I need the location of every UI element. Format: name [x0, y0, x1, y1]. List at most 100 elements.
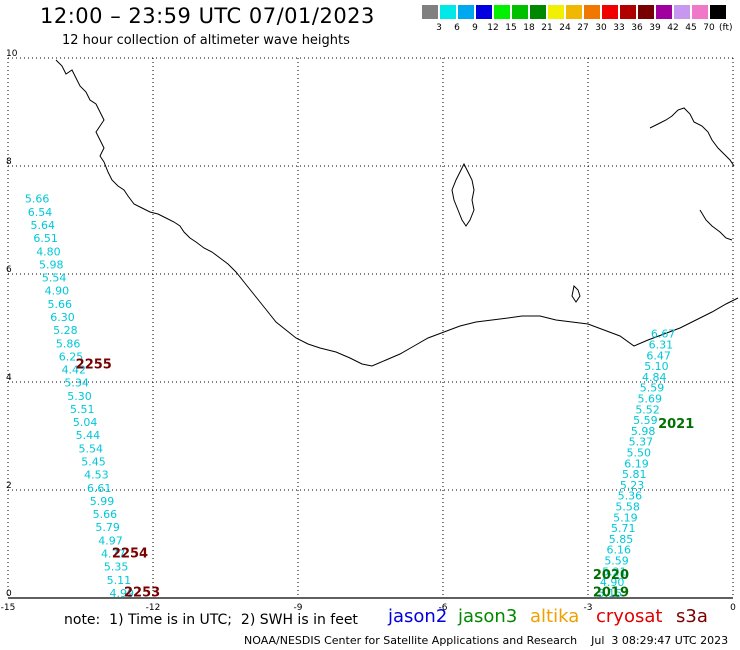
- legend-swatch: [440, 5, 456, 19]
- swh-value: 6.67: [651, 328, 676, 341]
- legend-swatch: [512, 5, 528, 19]
- legend-swatch: [566, 5, 582, 19]
- swh-value: 5.51: [70, 403, 95, 416]
- legend-label: 24: [559, 23, 571, 33]
- x-tick-label: -15: [1, 603, 16, 613]
- pass-time-label: 2254: [112, 547, 148, 562]
- swh-value: 5.35: [104, 561, 129, 574]
- swh-value: 5.21: [602, 565, 627, 578]
- legend-label: 21: [541, 23, 553, 33]
- legend-swatch: [494, 5, 510, 19]
- swh-value: 4.99: [110, 587, 135, 600]
- coastline: [55, 59, 739, 367]
- satellite-legend-item: cryosat: [596, 606, 663, 627]
- legend-swatch: [656, 5, 672, 19]
- swh-value: 6.31: [649, 339, 674, 352]
- legend-swatch: [674, 5, 690, 19]
- legend-label: 30: [595, 23, 607, 33]
- legend-label: 12: [487, 23, 499, 33]
- legend-swatch: [476, 5, 492, 19]
- swh-value: 5.11: [107, 574, 132, 587]
- legend-label: 15: [505, 23, 517, 33]
- swh-value: 6.61: [87, 482, 112, 495]
- swh-value: 5.58: [615, 501, 640, 514]
- swh-value: 4.42: [62, 364, 87, 377]
- legend-swatch: [548, 5, 564, 19]
- swh-value: 5.64: [31, 219, 56, 232]
- swh-value: 6.16: [607, 544, 632, 557]
- swh-value: 6.30: [50, 311, 75, 324]
- swh-value: 5.10: [644, 360, 669, 373]
- swh-value: 5.59: [633, 414, 658, 427]
- swh-value: 4.97: [98, 534, 123, 547]
- legend-swatch: [584, 5, 600, 19]
- x-tick-label: -6: [439, 603, 448, 613]
- swh-value: 5.50: [626, 447, 651, 460]
- footer-note: note: 1) Time is in UTC; 2) SWH is in fe…: [64, 612, 358, 628]
- map-subtitle: 12 hour collection of altimeter wave hei…: [62, 33, 350, 48]
- swh-value: 5.98: [39, 258, 64, 271]
- legend-swatch: [620, 5, 636, 19]
- pass-time-label: 2253: [124, 585, 160, 600]
- y-tick-label: 0: [6, 589, 12, 599]
- swh-value: 5.19: [613, 511, 638, 524]
- swh-value: 5.04: [73, 416, 98, 429]
- swh-value: 5.66: [47, 298, 72, 311]
- y-tick-label: 8: [6, 157, 12, 167]
- footer-credit: NOAA/NESDIS Center for Satellite Applica…: [244, 634, 729, 647]
- x-tick-label: -9: [294, 603, 303, 613]
- swh-value: 5.52: [635, 403, 660, 416]
- swh-value: 5.28: [53, 324, 78, 337]
- legend-swatch: [602, 5, 618, 19]
- swh-value: 5.54: [78, 442, 103, 455]
- satellite-legend-item: jason2: [388, 606, 448, 627]
- swh-value: 5.36: [618, 490, 643, 503]
- swh-value: 4.90: [45, 285, 70, 298]
- legend-label: 6: [454, 23, 460, 33]
- x-tick-label: -12: [146, 603, 161, 613]
- swh-value: 5.59: [604, 555, 629, 568]
- swh-value: 5.71: [611, 522, 636, 535]
- altimeter-tracks: 5.666.545.646.514.805.985.544.905.666.30…: [25, 193, 675, 600]
- x-tick-label: -3: [584, 603, 593, 613]
- map-grid: -15 -12 -9 -6 -3 0 0 2 4 6 8 10: [1, 49, 736, 613]
- pass-time-labels: 2255 2254 2253 2021 2020 2019: [76, 358, 695, 601]
- swh-value: 6.25: [59, 350, 84, 363]
- legend-label: 18: [523, 23, 535, 33]
- island-small: [571, 284, 581, 303]
- legend-label: 45: [685, 23, 697, 33]
- coastline-main: [55, 59, 739, 367]
- swh-value: 5.98: [631, 425, 656, 438]
- legend-label: 3: [436, 23, 442, 33]
- satellite-legend-item: altika: [530, 606, 580, 627]
- swh-value: 5.86: [56, 337, 81, 350]
- swh-value: 5.30: [67, 390, 92, 403]
- swh-value: 5.37: [629, 436, 654, 449]
- legend-swatch: [422, 5, 438, 19]
- swh-value: 4.84: [642, 371, 667, 384]
- swh-value: 4.77: [101, 548, 126, 561]
- swh-value: 5.34: [64, 377, 89, 390]
- legend-swatch: [692, 5, 708, 19]
- swh-value: 4.53: [84, 469, 109, 482]
- legend-label: 70: [703, 23, 715, 33]
- legend-label: 39: [649, 23, 661, 33]
- legend-unit: (ft): [719, 23, 733, 33]
- swh-value: 6.54: [28, 206, 53, 219]
- pass-time-label: 2021: [658, 417, 694, 432]
- swh-value: 5.66: [25, 193, 49, 206]
- coastline-northeast-inlet: [699, 209, 733, 241]
- legend-swatch: [458, 5, 474, 19]
- island-large: [451, 162, 475, 227]
- legend-label: 27: [577, 23, 589, 33]
- satellite-legend-item: s3a: [676, 606, 708, 627]
- swh-value: 5.23: [620, 479, 645, 492]
- legend-label: 42: [667, 23, 679, 33]
- swh-value: 5.79: [95, 521, 120, 534]
- pass-time-label: 2019: [593, 585, 629, 600]
- pass-time-label: 2255: [76, 358, 112, 373]
- legend-label: 36: [631, 23, 643, 33]
- swh-value: 5.15: [598, 587, 623, 600]
- y-tick-label: 4: [6, 373, 12, 383]
